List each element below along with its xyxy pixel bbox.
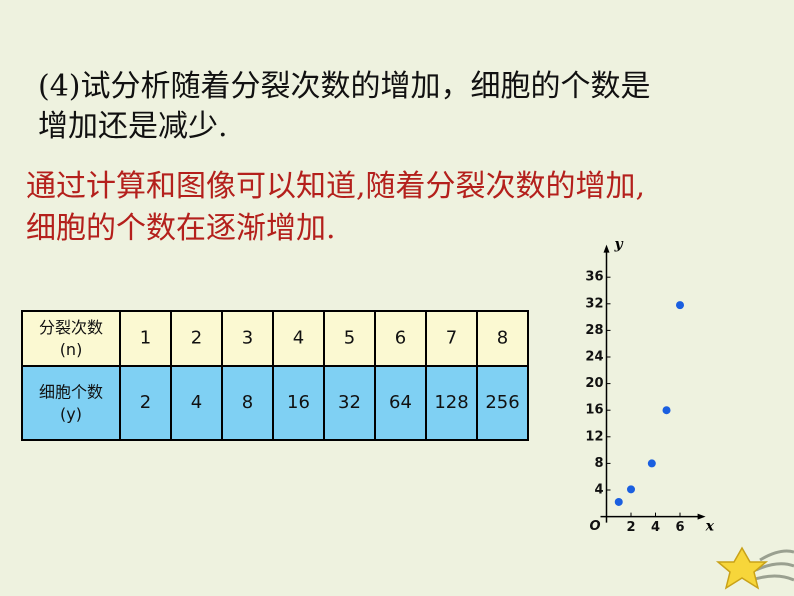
- x-tick-label: 4: [651, 520, 660, 535]
- star-decoration: [715, 546, 794, 590]
- x-axis-label: x: [705, 519, 715, 535]
- cell: 32: [338, 392, 361, 413]
- cell: 4: [191, 392, 202, 413]
- cell: 128: [434, 392, 468, 413]
- question-line: 增加还是减少.: [38, 109, 228, 144]
- y-tick-label: 32: [585, 296, 603, 311]
- row-label: 分裂次数: [39, 318, 103, 337]
- cell: 2: [191, 328, 202, 349]
- y-tick-label: 20: [585, 376, 603, 391]
- y-axis-label: y: [614, 237, 624, 253]
- y-arrow: [603, 244, 610, 253]
- y-tick-label: 36: [585, 270, 603, 285]
- y-tick-label: 4: [594, 483, 603, 498]
- row-label: 细胞个数: [39, 383, 103, 402]
- y-tick-label: 8: [594, 456, 603, 471]
- cell: 4: [293, 328, 304, 349]
- cell: 3: [242, 328, 253, 349]
- y-tick-label: 24: [585, 350, 603, 365]
- cell: 16: [287, 392, 310, 413]
- cell: 2: [140, 392, 151, 413]
- x-tick-label: 2: [626, 520, 635, 535]
- y-tick-label: 16: [585, 403, 603, 418]
- x-tick-label: 6: [675, 520, 684, 535]
- cell: 1: [140, 328, 151, 349]
- answer-line: 通过计算和图像可以知道,随着分裂次数的增加,: [26, 169, 645, 204]
- cell: 5: [344, 328, 355, 349]
- origin-label: O: [589, 519, 600, 534]
- point: [614, 497, 623, 506]
- point: [647, 459, 656, 468]
- cell: 8: [242, 392, 253, 413]
- table-row: [21, 310, 529, 367]
- cell: 6: [395, 328, 406, 349]
- cell: 256: [485, 392, 519, 413]
- y-tick-label: 28: [585, 323, 603, 338]
- x-arrow: [697, 513, 706, 520]
- point: [676, 301, 684, 310]
- table-row: [21, 365, 529, 441]
- cell: 64: [389, 392, 412, 413]
- answer-line: 细胞的个数在逐渐增加.: [26, 211, 336, 246]
- point: [627, 485, 635, 494]
- cell: 7: [446, 328, 457, 349]
- row-unit: (n): [60, 340, 83, 359]
- point: [662, 406, 671, 415]
- cell: 8: [497, 328, 508, 349]
- y-tick-label: 12: [585, 429, 603, 444]
- question-line: (4)试分析随着分裂次数的增加，细胞的个数是: [38, 69, 651, 104]
- row-unit: (y): [60, 405, 82, 424]
